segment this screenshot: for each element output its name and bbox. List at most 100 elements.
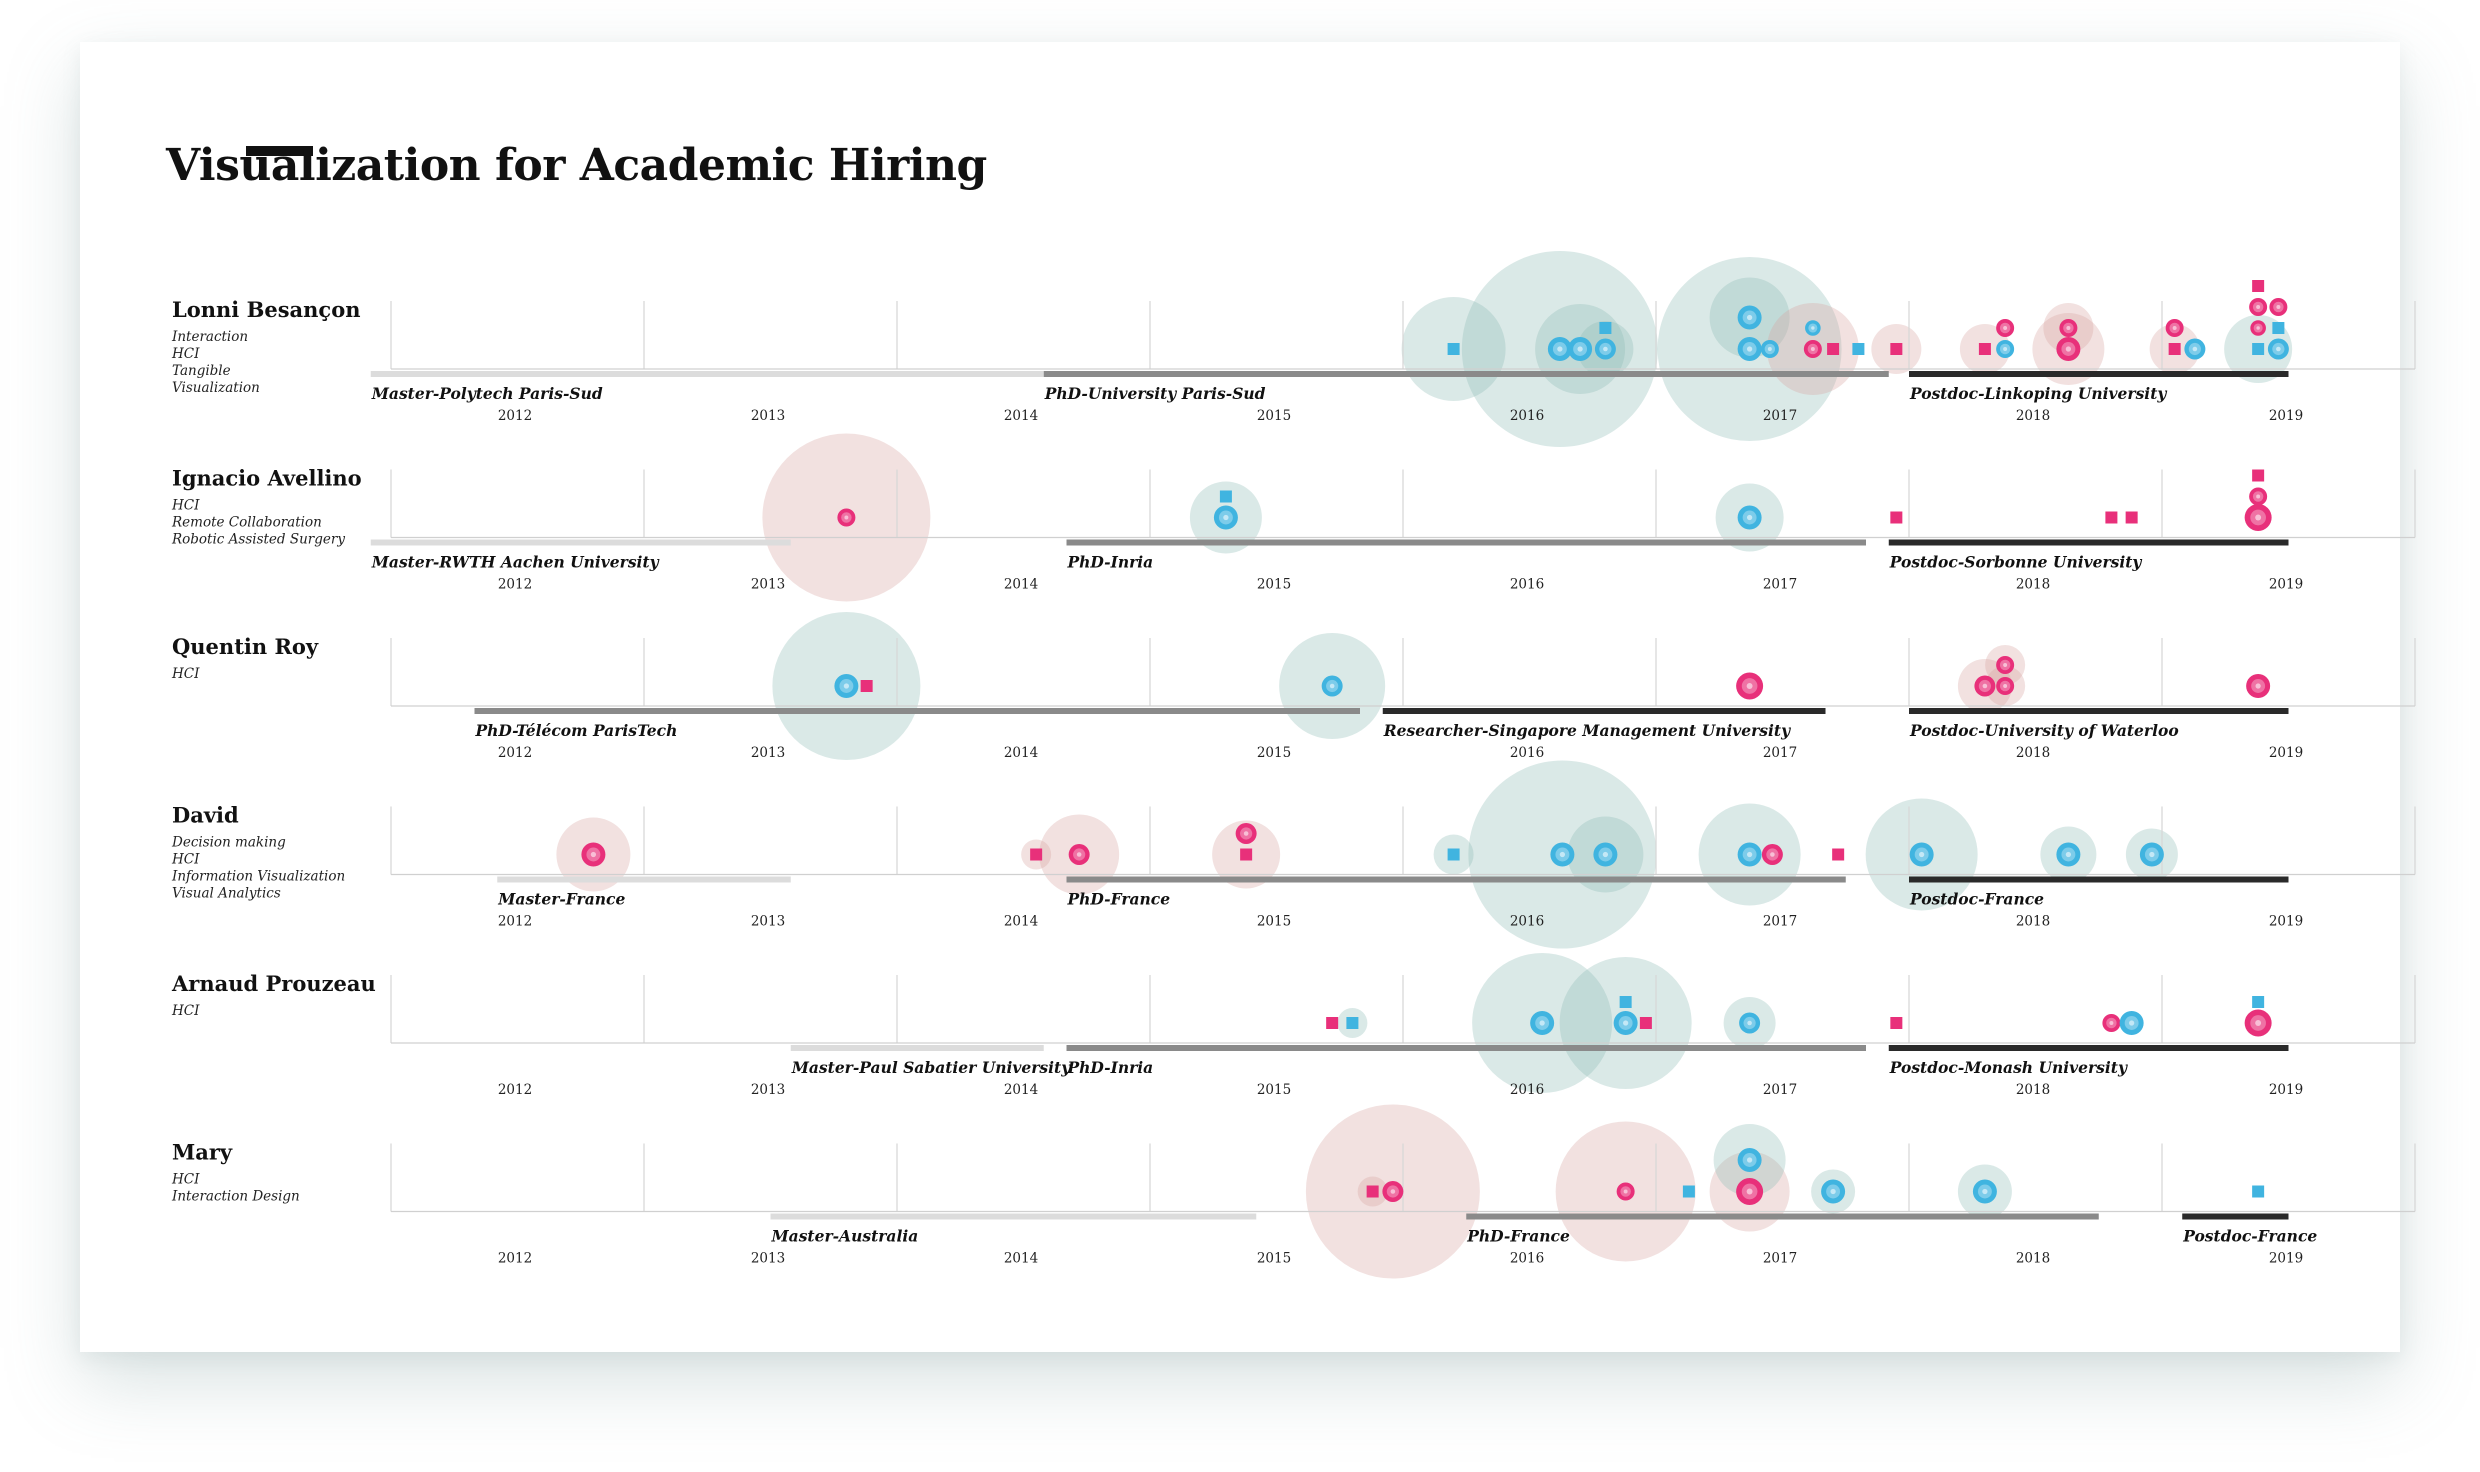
position-label: Master-France — [497, 890, 625, 909]
position-label: Master-RWTH Aachen University — [371, 553, 660, 572]
position-bar — [497, 876, 791, 883]
publication-marker-dot — [1390, 1189, 1396, 1194]
publication-marker-dot — [2003, 347, 2008, 351]
pink-square-marker — [2105, 511, 2118, 524]
pink-square-marker — [860, 680, 873, 692]
year-tick-label: 2013 — [751, 914, 785, 930]
position-label: Researcher-Singapore Management Universi… — [1383, 721, 1791, 740]
publication-marker-dot — [1623, 1020, 1629, 1026]
position-label: Postdoc-Sorbonne University — [1889, 553, 2143, 572]
research-tag: HCI — [171, 346, 200, 362]
pink-square-marker — [1890, 1017, 1903, 1029]
person-name: David — [172, 803, 239, 828]
year-tick-label: 2015 — [1257, 1251, 1291, 1267]
position-label: Postdoc-France — [1909, 890, 2044, 909]
blue-square-marker — [1219, 490, 1232, 503]
position-bar — [2182, 1213, 2289, 1220]
year-tick-label: 2019 — [2269, 1082, 2303, 1098]
position-label: PhD-Télécom ParisTech — [474, 721, 677, 740]
year-tick-label: 2014 — [1004, 914, 1038, 930]
person-name: Lonni Besançon — [172, 297, 360, 322]
publication-marker-dot — [2003, 684, 2008, 688]
position-bar — [1066, 539, 1866, 546]
position-label: Postdoc-Linkoping University — [1909, 384, 2167, 403]
year-tick-label: 2015 — [1257, 577, 1291, 593]
position-bar — [1909, 876, 2289, 883]
publication-marker-dot — [2172, 326, 2177, 330]
year-tick-label: 2014 — [1004, 1082, 1038, 1098]
year-tick-label: 2017 — [1763, 914, 1797, 930]
year-tick-label: 2019 — [2269, 408, 2303, 424]
year-tick-label: 2017 — [1763, 745, 1797, 761]
publication-marker-dot — [1982, 683, 1988, 689]
publication-marker-dot — [1623, 1189, 1628, 1194]
person-name: Quentin Roy — [172, 634, 319, 659]
visualization-card — [80, 42, 2400, 1352]
title-accent-bar — [246, 146, 313, 156]
position-label: Postdoc-Monash University — [1889, 1058, 2128, 1077]
pink-square-marker — [1978, 343, 1991, 355]
publication-marker-dot — [2149, 851, 2155, 858]
position-label: PhD-University Paris-Sud — [1044, 384, 1266, 403]
year-tick-label: 2017 — [1763, 408, 1797, 424]
publication-marker-dot — [1746, 683, 1753, 689]
year-tick-label: 2019 — [2269, 745, 2303, 761]
year-tick-label: 2018 — [2016, 577, 2050, 593]
pink-square-marker — [2168, 343, 2181, 355]
research-tag: Tangible — [172, 363, 231, 379]
position-bar — [790, 1045, 1044, 1051]
publication-marker-dot — [1559, 851, 1566, 858]
publication-marker-dot — [1746, 1188, 1753, 1195]
publication-marker-dot — [1329, 683, 1335, 689]
pink-square-marker — [1890, 511, 1903, 524]
blue-square-marker — [2252, 1185, 2265, 1198]
publication-marker-dot — [2192, 346, 2198, 352]
person-name: Ignacio Avellino — [172, 466, 362, 491]
position-label: Master-Paul Sabatier University — [791, 1058, 1071, 1077]
position-bar — [474, 708, 1360, 714]
blue-square-marker — [1599, 322, 1612, 334]
position-bar — [770, 1213, 1257, 1220]
publication-marker-dot — [1539, 1020, 1545, 1026]
publication-marker-dot — [2256, 494, 2261, 499]
year-tick-label: 2019 — [2269, 914, 2303, 930]
year-tick-label: 2015 — [1257, 408, 1291, 424]
pink-square-marker — [2252, 469, 2265, 482]
publication-marker-dot — [2066, 326, 2071, 330]
research-tag: Decision making — [171, 835, 286, 851]
year-tick-label: 2016 — [1510, 914, 1544, 930]
year-tick-label: 2012 — [498, 1082, 532, 1098]
publication-marker-dot — [2003, 326, 2008, 330]
research-tag: Interaction — [171, 329, 248, 345]
publication-marker-dot — [2256, 305, 2261, 309]
year-tick-label: 2015 — [1257, 914, 1291, 930]
mark-layer — [581, 280, 2289, 1205]
year-tick-label: 2012 — [498, 577, 532, 593]
position-bar — [1909, 708, 2289, 714]
pink-square-marker — [1240, 848, 1253, 861]
publication-marker-dot — [1603, 346, 1608, 352]
halo-layer — [556, 251, 2293, 1279]
publication-marker-dot — [1919, 851, 1925, 858]
pink-square-marker — [1030, 848, 1043, 861]
research-tag: HCI — [171, 666, 200, 682]
year-tick-label: 2016 — [1510, 745, 1544, 761]
year-tick-label: 2018 — [2016, 1251, 2050, 1267]
position-label: Master-Polytech Paris-Sud — [371, 384, 603, 403]
position-label: Postdoc-France — [2182, 1227, 2317, 1246]
publication-marker-dot — [2255, 514, 2262, 521]
year-tick-label: 2016 — [1510, 1251, 1544, 1267]
pink-square-marker — [2125, 511, 2138, 524]
publication-marker-dot — [2255, 683, 2261, 689]
year-tick-label: 2014 — [1004, 1251, 1038, 1267]
publication-marker-dot — [2276, 346, 2281, 352]
publication-marker-dot — [2276, 305, 2281, 309]
structure-layer: Lonni BesançonInteractionHCITangibleVisu… — [171, 297, 2416, 1267]
year-tick-label: 2018 — [2016, 745, 2050, 761]
research-tag: HCI — [171, 1003, 200, 1019]
position-bar — [370, 371, 1044, 377]
year-tick-label: 2016 — [1510, 1082, 1544, 1098]
year-tick-label: 2017 — [1763, 1251, 1797, 1267]
pink-square-marker — [1890, 343, 1903, 355]
